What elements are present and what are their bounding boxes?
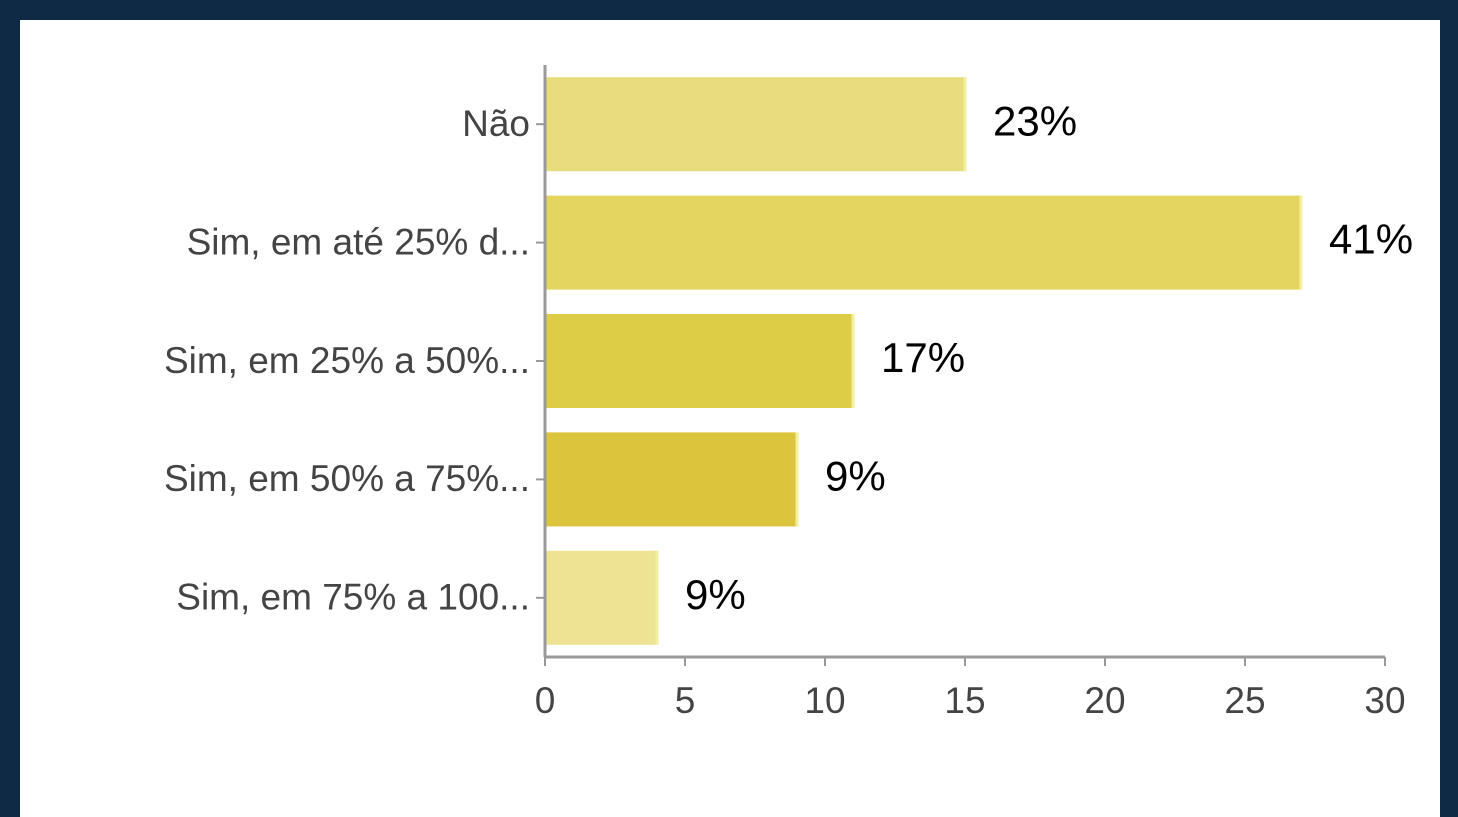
x-tick-label: 30 (1364, 680, 1405, 721)
value-label: 23% (993, 97, 1077, 144)
x-tick-label: 10 (804, 680, 845, 721)
value-label: 9% (685, 571, 746, 618)
x-tick-label: 0 (535, 680, 556, 721)
category-label: Não (462, 103, 530, 144)
value-label: 17% (881, 334, 965, 381)
x-tick-label: 20 (1084, 680, 1125, 721)
bar (545, 550, 657, 645)
bar (545, 195, 1301, 290)
category-label: Sim, em 75% a 100... (176, 577, 530, 618)
category-label: Sim, em 50% a 75%... (164, 458, 530, 499)
x-tick-label: 25 (1224, 680, 1265, 721)
bar (545, 432, 797, 527)
category-label: Sim, em 25% a 50%... (164, 340, 530, 381)
value-label: 9% (825, 452, 886, 499)
bar (545, 77, 965, 172)
value-label: 41% (1329, 216, 1413, 263)
category-label: Sim, em até 25% d... (187, 221, 530, 262)
bar (545, 314, 853, 408)
x-tick-label: 5 (675, 680, 696, 721)
x-tick-label: 15 (944, 680, 985, 721)
